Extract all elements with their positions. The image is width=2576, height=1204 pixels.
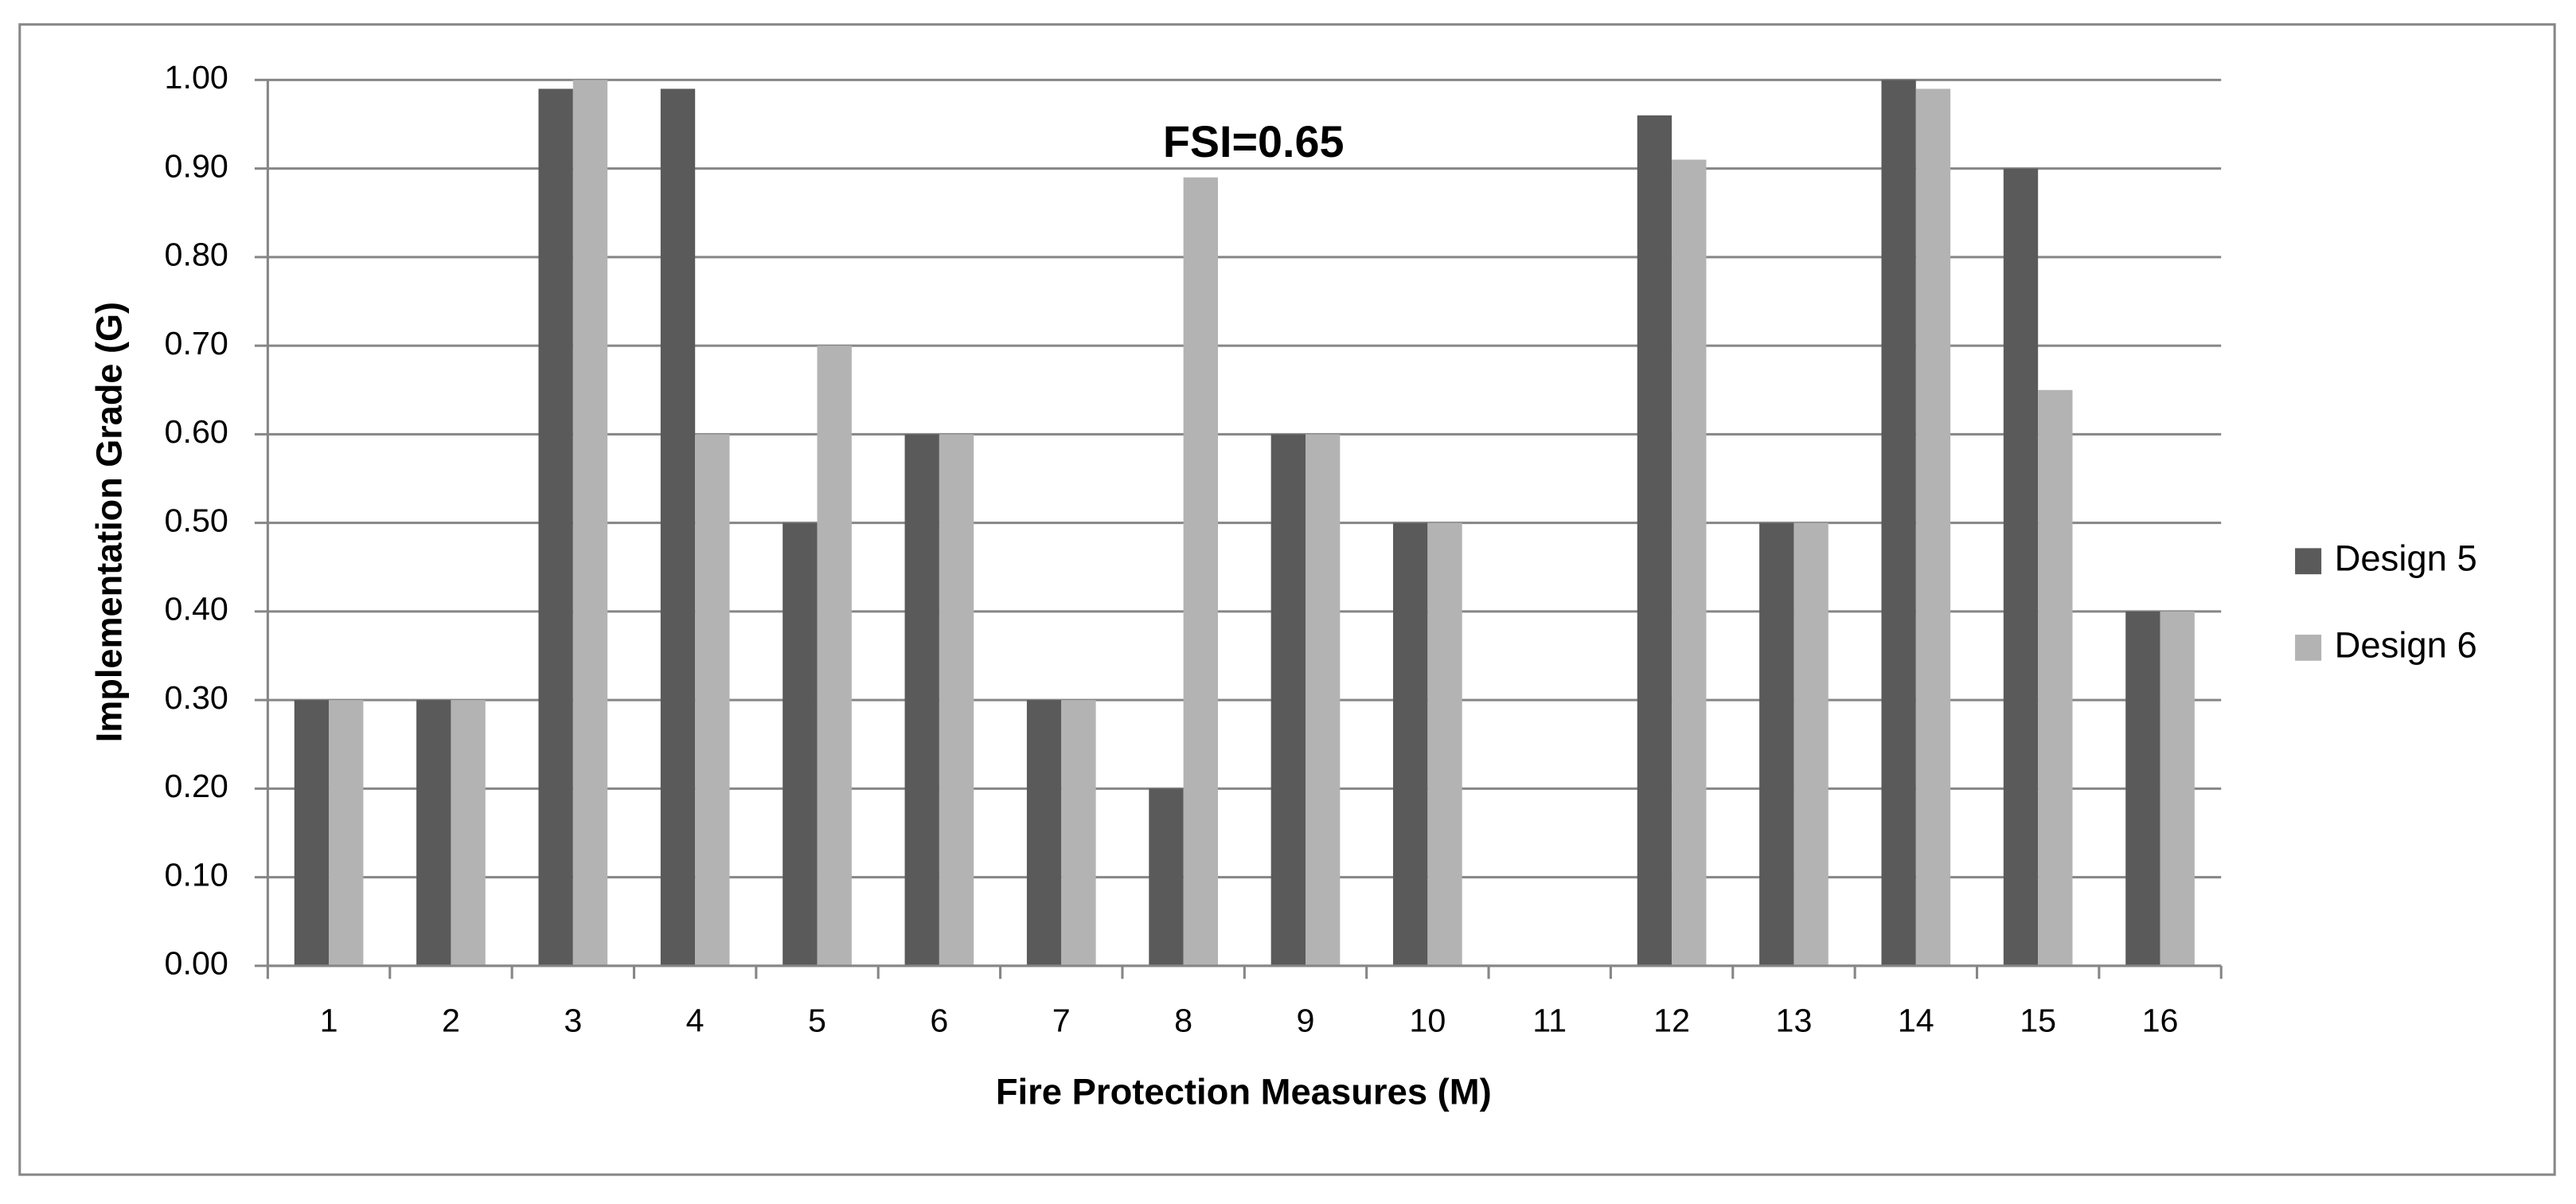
x-tick-label: 15 bbox=[2020, 1003, 2056, 1039]
legend-label: Design 5 bbox=[2335, 538, 2477, 579]
x-tick-label: 10 bbox=[1409, 1003, 1446, 1039]
x-tick-label: 9 bbox=[1297, 1003, 1315, 1039]
bar bbox=[1881, 80, 1916, 966]
bar bbox=[2160, 611, 2195, 966]
bar bbox=[1149, 788, 1184, 966]
x-tick-label: 11 bbox=[1532, 1003, 1567, 1039]
legend-swatch bbox=[2295, 548, 2322, 575]
bar bbox=[904, 434, 939, 966]
bar bbox=[1672, 159, 1707, 966]
bar bbox=[660, 88, 696, 966]
y-tick-label: 0.40 bbox=[165, 591, 228, 627]
y-tick-label: 0.70 bbox=[165, 325, 228, 362]
x-tick-label: 7 bbox=[1052, 1003, 1071, 1039]
y-tick-label: 1.00 bbox=[165, 59, 228, 96]
bar bbox=[294, 700, 330, 966]
y-tick-label: 0.50 bbox=[165, 502, 228, 539]
bar bbox=[538, 88, 573, 966]
bar bbox=[1915, 88, 1951, 966]
x-tick-label: 16 bbox=[2142, 1003, 2179, 1039]
x-tick-label: 1 bbox=[320, 1003, 338, 1039]
bar bbox=[1183, 177, 1218, 966]
bar bbox=[817, 346, 852, 966]
bar bbox=[695, 434, 730, 966]
y-tick-label: 0.60 bbox=[165, 413, 228, 450]
y-tick-label: 0.30 bbox=[165, 679, 228, 716]
y-tick-label: 0.20 bbox=[165, 768, 228, 804]
x-tick-label: 5 bbox=[808, 1003, 826, 1039]
bar bbox=[1305, 434, 1341, 966]
bar bbox=[783, 522, 818, 966]
y-tick-label: 0.10 bbox=[165, 857, 228, 893]
y-tick-label: 0.80 bbox=[165, 236, 228, 273]
bar bbox=[1026, 700, 1062, 966]
x-axis-title: Fire Protection Measures (M) bbox=[996, 1072, 1492, 1112]
y-tick-label: 0.90 bbox=[165, 148, 228, 185]
legend-label: Design 6 bbox=[2335, 624, 2477, 665]
x-tick-label: 2 bbox=[442, 1003, 460, 1039]
bar bbox=[416, 700, 451, 966]
x-tick-label: 13 bbox=[1775, 1003, 1812, 1039]
annotation: FSI=0.65 bbox=[1163, 117, 1345, 166]
bar bbox=[1759, 522, 1794, 966]
x-tick-label: 4 bbox=[686, 1003, 704, 1039]
bar bbox=[1270, 434, 1306, 966]
bar bbox=[329, 700, 364, 966]
bar bbox=[1427, 522, 1462, 966]
bar bbox=[2003, 168, 2039, 966]
bar bbox=[451, 700, 486, 966]
x-tick-label: 6 bbox=[930, 1003, 948, 1039]
x-tick-label: 14 bbox=[1898, 1003, 1934, 1039]
x-tick-label: 8 bbox=[1174, 1003, 1192, 1039]
bar bbox=[1793, 522, 1829, 966]
bar bbox=[939, 434, 974, 966]
bar bbox=[572, 80, 608, 966]
bar bbox=[1393, 522, 1428, 966]
bar bbox=[2038, 389, 2073, 966]
y-axis-title: Implementation Grade (G) bbox=[88, 302, 129, 742]
bar bbox=[1061, 700, 1096, 966]
y-tick-label: 0.00 bbox=[165, 945, 228, 982]
bar bbox=[2125, 611, 2160, 966]
legend-swatch bbox=[2295, 634, 2322, 661]
x-tick-label: 3 bbox=[564, 1003, 582, 1039]
x-tick-label: 12 bbox=[1653, 1003, 1690, 1039]
bar bbox=[1637, 115, 1672, 966]
